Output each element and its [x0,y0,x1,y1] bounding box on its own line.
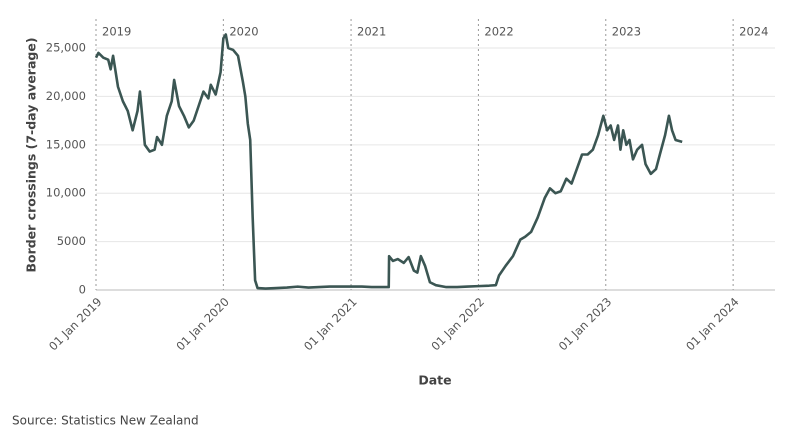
x-tick-label: 01 Jan 2022 [428,295,487,354]
source: Source: Statistics New Zealand [12,414,199,428]
x-tick-label: 01 Jan 2024 [683,295,742,354]
x-tick-label: 01 Jan 2019 [46,295,105,354]
y-axis-title: Border crossings (7-day average) [24,37,39,272]
year-label: 2022 [484,25,513,39]
year-label: 2024 [739,25,768,39]
y-tick-label: 10,000 [46,186,86,200]
y-tick-label: 15,000 [46,137,86,151]
year-label: 2020 [229,25,258,39]
x-tick-label: 01 Jan 2023 [556,295,615,354]
x-tick-label: 01 Jan 2021 [301,295,360,354]
x-tick-label: 01 Jan 2020 [173,295,232,354]
y-tick-label: 20,000 [46,89,86,103]
year-label: 2023 [612,25,641,39]
y-tick-label: 25,000 [46,41,86,55]
year-label: 2019 [102,25,131,39]
y-tick-label: 5000 [57,234,86,248]
x-axis-title: Date [418,373,451,388]
line [94,33,683,290]
y-tick-label: 0 [79,283,86,297]
year-label: 2021 [357,25,386,39]
